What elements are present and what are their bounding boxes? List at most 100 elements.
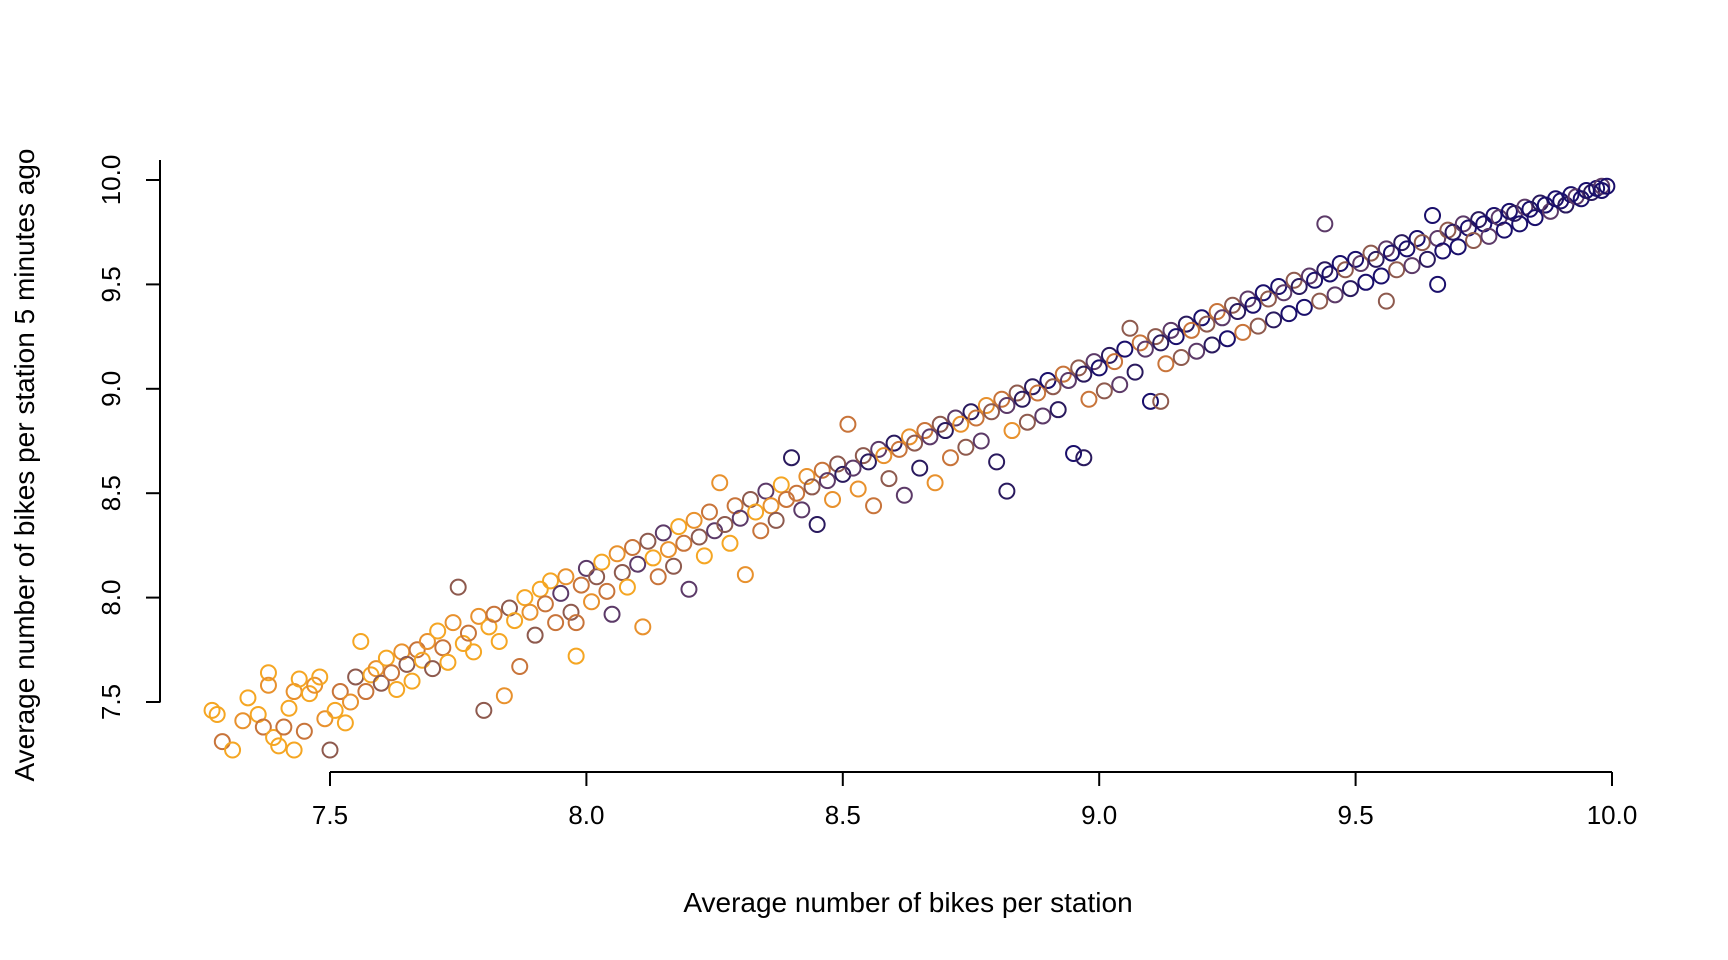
scatter-point xyxy=(398,655,416,673)
scatter-point xyxy=(562,603,580,621)
scatter-point xyxy=(577,559,595,577)
scatter-point xyxy=(680,580,698,598)
scatter-point xyxy=(1059,371,1077,389)
scatter-point xyxy=(1352,255,1370,273)
scatter-point xyxy=(808,516,826,534)
scatter-point xyxy=(403,672,421,690)
scatter-point xyxy=(1157,355,1175,373)
y-axis-label: Average number of bikes per station 5 mi… xyxy=(9,149,40,782)
scatter-point xyxy=(1013,390,1031,408)
x-axis-label: Average number of bikes per station xyxy=(683,887,1132,918)
scatter-point xyxy=(383,664,401,682)
scatter-point xyxy=(1321,265,1339,283)
scatter-point xyxy=(1336,261,1354,279)
scatter-point xyxy=(659,541,677,559)
scatter-point xyxy=(844,459,862,477)
scatter-point xyxy=(1275,284,1293,302)
scatter-point xyxy=(1408,229,1426,247)
scatter-point xyxy=(1265,311,1283,329)
scatter-point xyxy=(716,516,734,534)
scatter-point xyxy=(372,674,390,692)
scatter-point xyxy=(588,568,606,586)
y-tick-label: 9.5 xyxy=(96,266,126,302)
scatter-point xyxy=(1018,413,1036,431)
scatter-point xyxy=(747,503,765,521)
scatter-point xyxy=(567,647,585,665)
scatter-point xyxy=(1244,296,1262,314)
x-tick-label: 9.0 xyxy=(1081,800,1117,830)
scatter-point xyxy=(839,415,857,433)
scatter-point xyxy=(649,568,667,586)
scatter-point xyxy=(1188,342,1206,360)
scatter-point xyxy=(1229,303,1247,321)
scatter-point xyxy=(495,687,513,705)
scatter-point xyxy=(1111,376,1129,394)
scatter-point xyxy=(1357,273,1375,291)
scatter-point xyxy=(972,432,990,450)
scatter-point xyxy=(224,741,242,759)
scatter-point xyxy=(316,710,334,728)
scatter-point xyxy=(849,480,867,498)
scatter-point xyxy=(675,534,693,552)
scatter-point xyxy=(639,532,657,550)
data-points xyxy=(203,177,1616,759)
scatter-point xyxy=(511,658,529,676)
scatter-point xyxy=(890,440,908,458)
scatter-point xyxy=(952,415,970,433)
scatter-point xyxy=(285,741,303,759)
scatter-point xyxy=(1316,215,1334,233)
y-tick-label: 8.5 xyxy=(96,475,126,511)
scatter-point xyxy=(798,467,816,485)
scatter-point xyxy=(957,438,975,456)
scatter-point xyxy=(331,683,349,701)
scatter-point xyxy=(895,486,913,504)
scatter-point xyxy=(444,614,462,632)
scatter-point xyxy=(1424,206,1442,224)
scatter-point xyxy=(521,603,539,621)
scatter-point xyxy=(1347,250,1365,268)
scatter-point xyxy=(1372,267,1390,285)
scatter-point xyxy=(352,632,370,650)
scatter-point xyxy=(1172,348,1190,366)
scatter-point xyxy=(629,555,647,573)
scatter-point xyxy=(654,524,672,542)
scatter-point xyxy=(300,685,318,703)
scatter-point xyxy=(921,428,939,446)
scatter-point xyxy=(941,449,959,467)
scatter-point xyxy=(1444,223,1462,241)
scatter-point xyxy=(988,453,1006,471)
scatter-point xyxy=(1234,323,1252,341)
scatter-point xyxy=(475,701,493,719)
scatter-point xyxy=(788,484,806,502)
scatter-point xyxy=(598,582,616,600)
scatter-point xyxy=(567,614,585,632)
scatter-point xyxy=(593,553,611,571)
scatter-point xyxy=(1434,242,1452,260)
scatter-point xyxy=(321,741,339,759)
scatter-point xyxy=(408,641,426,659)
scatter-point xyxy=(516,589,534,607)
scatter-point xyxy=(347,668,365,686)
scatter-point xyxy=(690,528,708,546)
scatter-point xyxy=(1511,215,1529,233)
scatter-point xyxy=(644,549,662,567)
scatter-point xyxy=(634,618,652,636)
scatter-point xyxy=(270,737,288,755)
scatter-point xyxy=(906,434,924,452)
scatter-point xyxy=(711,474,729,492)
scatter-point xyxy=(1377,240,1395,258)
scatter-point xyxy=(1300,267,1318,285)
scatter-point xyxy=(1075,449,1093,467)
scatter-point xyxy=(1306,271,1324,289)
scatter-point xyxy=(731,509,749,527)
scatter-point xyxy=(1377,292,1395,310)
scatter-point xyxy=(1203,336,1221,354)
scatter-point xyxy=(700,503,718,521)
scatter-point xyxy=(783,449,801,467)
scatter-point xyxy=(1065,445,1083,463)
scatter-point xyxy=(608,545,626,563)
scatter-point xyxy=(1280,305,1298,323)
scatter-point xyxy=(1290,277,1308,295)
scatter-point xyxy=(1121,319,1139,337)
